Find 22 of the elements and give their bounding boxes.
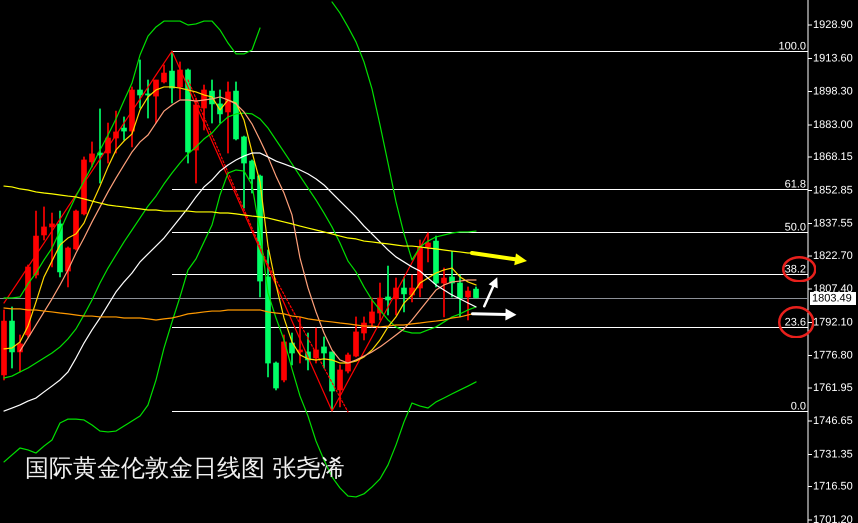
annotation: 0.0: [790, 400, 806, 412]
y-tick-label: 1852.85: [813, 184, 853, 196]
y-tick-label: 1837.55: [813, 218, 853, 230]
y-tick-label: 1883.00: [813, 118, 853, 131]
y-tick-label: 1746.65: [813, 415, 853, 428]
y-tick-label: 1822.70: [813, 250, 853, 262]
y-tick-label: 1898.30: [813, 86, 853, 98]
annotation: 61.8: [784, 178, 806, 190]
annotation: 100.0: [778, 40, 806, 52]
annotation: 38.2: [784, 264, 806, 276]
y-tick-label: 1716.50: [813, 480, 853, 493]
y-tick-label: 1913.60: [813, 52, 853, 64]
y-tick-label: 1701.20: [813, 514, 853, 523]
ref-line-label: 1803.49: [812, 292, 852, 305]
y-tick-label: 1792.10: [813, 316, 853, 328]
y-tick-label: 1731.35: [813, 448, 853, 460]
y-tick-label: 1776.80: [813, 350, 853, 362]
annotation: 50.0: [784, 222, 806, 234]
y-tick-label: 1928.90: [813, 19, 853, 32]
y-tick-label: 1761.95: [813, 382, 853, 394]
annotation: 23.6: [784, 316, 806, 328]
y-tick-label: 1868.15: [813, 151, 853, 164]
